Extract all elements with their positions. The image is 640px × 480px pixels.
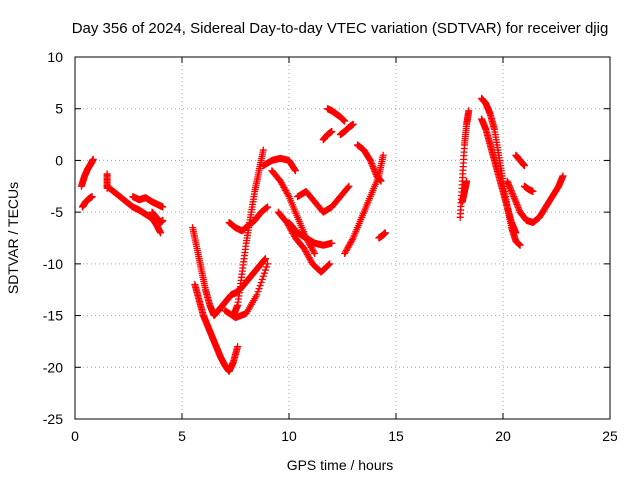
x-tick-label: 0 [71,428,79,444]
series-arc-17 [336,120,357,139]
series-arc-21 [319,127,336,144]
y-tick-label: 5 [55,101,63,117]
y-tick-label: -20 [43,359,63,375]
data-point [255,285,263,293]
data-point [345,182,353,190]
y-tick-label: 10 [47,49,63,65]
series-arc-2 [78,193,96,211]
data-point [253,291,261,299]
x-tick-label: 15 [388,428,404,444]
data-point [529,187,537,195]
data-point [341,117,349,125]
data-point [261,255,269,263]
data-point [291,167,299,175]
data-point [234,343,242,351]
y-tick-label: -25 [43,411,63,427]
x-tick-label: 5 [178,428,186,444]
series-arc-9 [229,146,267,320]
series-arc-22 [456,107,473,221]
series-arc-23 [458,177,471,206]
data-point [349,120,357,128]
data-point [254,288,262,296]
data-point [520,162,528,170]
y-tick-label: 0 [55,152,63,168]
data-point [259,272,267,280]
data-point [256,282,264,290]
series-arc-20 [375,229,389,242]
y-tick-label: -15 [43,308,63,324]
y-axis-label: SDTVAR / TECUs [5,182,21,294]
series-arc-16 [324,105,349,125]
data-point [348,236,356,244]
series-arc-28 [520,182,537,195]
x-tick-label: 10 [281,428,297,444]
data-point [257,278,265,286]
data-points [77,94,567,375]
data-point [512,229,520,237]
data-point [259,146,267,154]
series-arc-11 [259,154,299,175]
series-arc-5 [148,208,167,226]
series-arc-13 [274,208,334,276]
series-arc-10 [221,260,272,322]
series-arc-8 [225,203,272,235]
series-arc-18 [341,151,387,258]
series-arc-29 [103,170,111,192]
data-point [261,266,269,274]
data-point [263,263,271,271]
series-arc-25 [478,115,520,237]
series-arc-27 [512,151,528,170]
data-point [310,248,318,256]
series-arc-26 [503,172,567,226]
data-point [328,239,336,247]
x-axis-label: GPS time / hours [287,457,394,473]
data-point [264,203,272,211]
data-point [159,216,167,224]
grid-lines [75,57,610,419]
series-arc-14 [285,218,336,249]
data-point [159,203,167,211]
data-point [381,229,389,237]
x-tick-label: 20 [495,428,511,444]
data-point [377,177,385,185]
data-point [328,127,336,135]
data-point [516,241,524,249]
data-point [326,260,334,268]
data-point [379,151,387,159]
data-point [463,177,471,185]
data-point [311,250,319,258]
data-point [344,183,352,191]
series-arc-7 [191,281,242,375]
data-point [258,275,266,283]
series-arc-15 [294,182,353,216]
data-point [89,155,97,163]
y-tick-label: -5 [51,204,64,220]
y-tick-label: -10 [43,256,63,272]
data-point [284,191,292,199]
series-arc-4 [129,193,167,211]
data-point [325,261,333,269]
data-point [465,107,473,115]
axis-ticks: 0 5 10 15 20 25 -25 -20 -15 -10 -5 0 5 10 [43,49,618,444]
series-arc-6 [189,224,269,320]
series-arc-19 [353,141,385,185]
data-point [264,260,272,268]
x-tick-label: 25 [602,428,618,444]
data-point [88,193,96,201]
data-point [559,172,567,180]
data-point [103,184,111,192]
chart-title: Day 356 of 2024, Sidereal Day-to-day VTE… [72,20,609,37]
data-point [157,229,165,237]
series-arc-1 [77,155,97,190]
plot-frame [74,56,611,420]
data-point [260,269,268,277]
series-arc-12 [268,167,319,258]
